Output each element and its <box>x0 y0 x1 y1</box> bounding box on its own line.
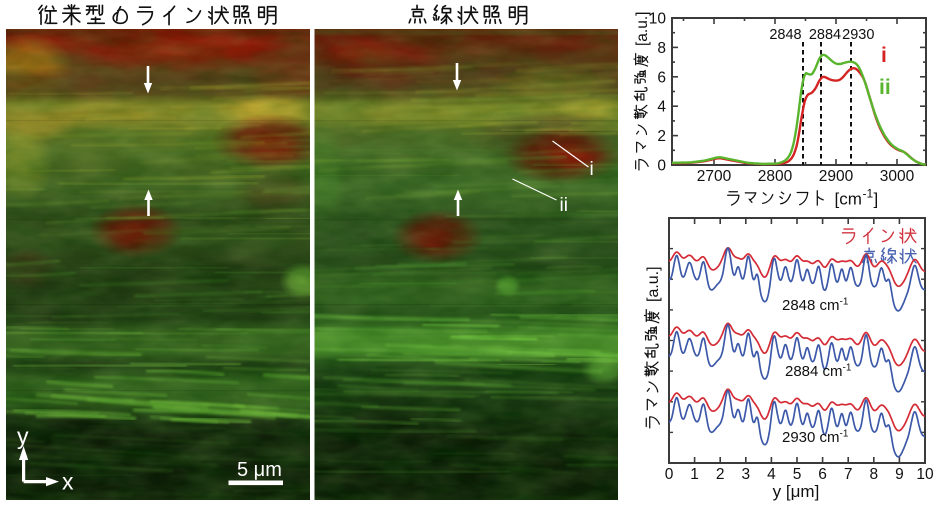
svg-text:2900: 2900 <box>819 168 854 185</box>
svg-text:[a.u.]: [a.u.] <box>645 266 662 302</box>
svg-text:2884: 2884 <box>809 27 841 43</box>
svg-text:8: 8 <box>657 40 666 57</box>
svg-text:4: 4 <box>657 99 666 116</box>
svg-text:ii: ii <box>879 76 891 99</box>
svg-text:5: 5 <box>793 466 802 483</box>
svg-text:9: 9 <box>895 466 904 483</box>
svg-text:6: 6 <box>818 466 827 483</box>
svg-text:10: 10 <box>649 11 667 28</box>
svg-text:-1: -1 <box>843 363 852 374</box>
svg-text:2: 2 <box>657 128 666 145</box>
svg-text:2700: 2700 <box>697 168 732 185</box>
svg-text:2848: 2848 <box>769 27 801 43</box>
svg-text:7: 7 <box>844 466 853 483</box>
svg-text:ii: ii <box>560 195 568 216</box>
svg-text:1: 1 <box>690 466 699 483</box>
svg-text:0: 0 <box>665 466 674 483</box>
svg-text:2800: 2800 <box>758 168 793 185</box>
svg-text:3: 3 <box>741 466 750 483</box>
svg-text:2930: 2930 <box>842 27 874 43</box>
svg-text:2: 2 <box>716 466 725 483</box>
svg-text:-1: -1 <box>840 297 849 308</box>
svg-text:6: 6 <box>657 69 666 86</box>
svg-text:8: 8 <box>869 466 878 483</box>
svg-text:[cm: [cm <box>835 190 862 209</box>
svg-text:2848 cm: 2848 cm <box>782 297 840 314</box>
svg-text:3000: 3000 <box>880 168 915 185</box>
svg-text:5 μm: 5 μm <box>237 459 282 481</box>
svg-text:4: 4 <box>767 466 776 483</box>
svg-text:2930 cm: 2930 cm <box>782 429 840 446</box>
svg-text:x: x <box>62 469 74 495</box>
svg-text:]: ] <box>874 190 879 209</box>
svg-text:-1: -1 <box>840 429 849 440</box>
svg-text:[a.u.]: [a.u.] <box>634 12 651 46</box>
svg-text:2884 cm: 2884 cm <box>785 363 843 380</box>
svg-text:10: 10 <box>916 466 934 483</box>
svg-text:y [μm]: y [μm] <box>773 482 820 501</box>
svg-text:-1: -1 <box>863 187 874 201</box>
svg-text:y: y <box>17 423 29 449</box>
svg-text:i: i <box>590 159 594 180</box>
svg-text:0: 0 <box>657 158 666 175</box>
svg-text:i: i <box>881 44 887 67</box>
